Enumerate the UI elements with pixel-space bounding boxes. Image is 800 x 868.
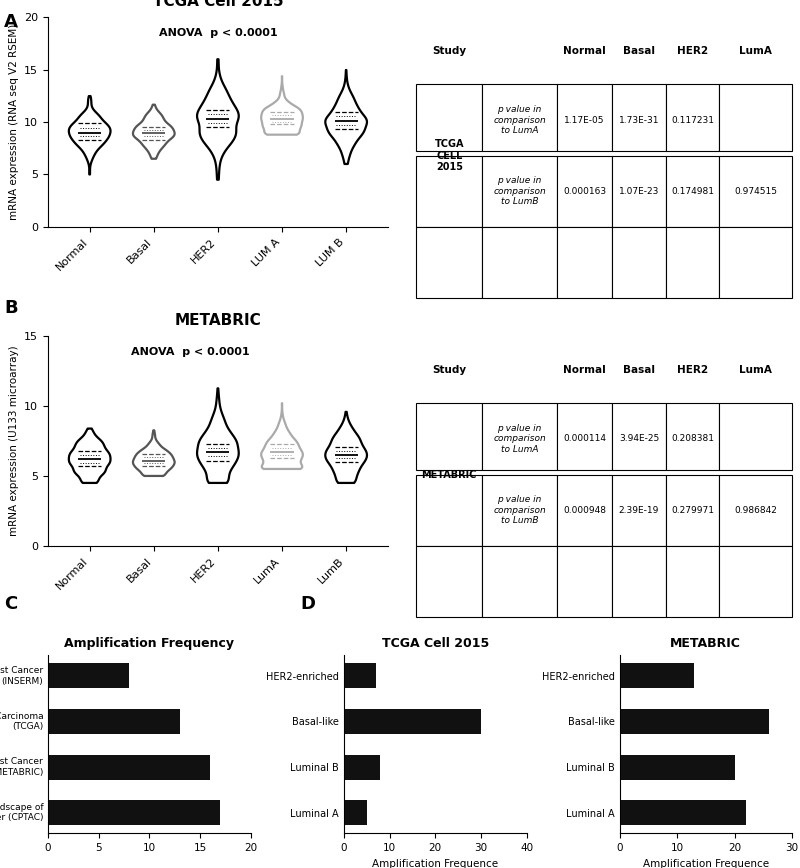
Text: B: B (4, 299, 18, 318)
Title: TCGA Cell 2015: TCGA Cell 2015 (382, 637, 489, 650)
Title: METABRIC: METABRIC (174, 313, 262, 328)
Text: Basal: Basal (623, 365, 655, 375)
Text: 0.000114: 0.000114 (563, 435, 606, 444)
Bar (666, 155, 718, 227)
Bar (558, 546, 612, 617)
Y-axis label: mRNA expression (RNA seq V2 RSEM): mRNA expression (RNA seq V2 RSEM) (9, 24, 18, 220)
Bar (718, 155, 792, 227)
Bar (344, 800, 366, 825)
Bar (48, 663, 129, 688)
Bar (482, 546, 558, 617)
Text: p value in
comparison
to LumB: p value in comparison to LumB (494, 176, 546, 206)
Text: p value in
comparison
to LumB: p value in comparison to LumB (494, 496, 546, 525)
Bar (718, 227, 792, 298)
Text: METABRIC: METABRIC (422, 470, 477, 479)
Y-axis label: mRNA expression (U133 microarray): mRNA expression (U133 microarray) (9, 345, 18, 536)
Text: 0.000948: 0.000948 (563, 506, 606, 515)
Bar (558, 227, 612, 298)
Text: Normal: Normal (563, 365, 606, 375)
Bar (417, 546, 482, 617)
Text: p value in
comparison
to LumA: p value in comparison to LumA (494, 105, 546, 135)
Bar (482, 155, 558, 227)
Title: Amplification Frequency: Amplification Frequency (65, 637, 234, 650)
Bar (417, 227, 482, 298)
Text: Normal: Normal (563, 46, 606, 56)
Text: 0.000163: 0.000163 (563, 187, 606, 195)
Bar (417, 475, 482, 546)
Bar (619, 800, 746, 825)
Bar (344, 709, 481, 734)
Bar (482, 227, 558, 298)
Bar (612, 84, 666, 151)
Bar (718, 546, 792, 617)
Text: 0.279971: 0.279971 (671, 506, 714, 515)
Bar (666, 227, 718, 298)
Bar (612, 155, 666, 227)
Text: Basal: Basal (623, 46, 655, 56)
Text: 0.174981: 0.174981 (671, 187, 714, 195)
Bar (48, 754, 210, 779)
Text: ANOVA  p < 0.0001: ANOVA p < 0.0001 (158, 28, 278, 38)
Bar (558, 404, 612, 470)
Bar (718, 475, 792, 546)
Bar (612, 475, 666, 546)
Bar (612, 227, 666, 298)
Bar (612, 404, 666, 470)
Bar (619, 754, 734, 779)
Bar (417, 155, 482, 227)
Text: HER2: HER2 (677, 46, 708, 56)
Text: p value in
comparison
to LumA: p value in comparison to LumA (494, 424, 546, 454)
Text: LumA: LumA (739, 365, 772, 375)
Bar (48, 800, 221, 825)
Text: 0.986842: 0.986842 (734, 506, 777, 515)
Text: TCGA
CELL
2015: TCGA CELL 2015 (434, 139, 464, 172)
Bar (482, 404, 558, 470)
Text: 0.974515: 0.974515 (734, 187, 777, 195)
Bar (417, 404, 482, 470)
Bar (666, 404, 718, 470)
Bar (417, 84, 482, 151)
Text: A: A (4, 13, 18, 31)
Text: Study: Study (432, 46, 466, 56)
Bar (482, 475, 558, 546)
Text: 1.17E-05: 1.17E-05 (564, 115, 605, 124)
Bar (718, 404, 792, 470)
Bar (619, 709, 769, 734)
Text: LumA: LumA (739, 46, 772, 56)
Title: METABRIC: METABRIC (670, 637, 742, 650)
Text: 3.94E-25: 3.94E-25 (619, 435, 659, 444)
Bar (482, 84, 558, 151)
Text: D: D (300, 595, 315, 613)
Text: ANOVA  p < 0.0001: ANOVA p < 0.0001 (131, 346, 250, 357)
Bar (344, 663, 376, 688)
Bar (558, 155, 612, 227)
Text: 1.07E-23: 1.07E-23 (618, 187, 659, 195)
Text: 2.39E-19: 2.39E-19 (618, 506, 659, 515)
X-axis label: Amplification Frequence: Amplification Frequence (372, 858, 498, 868)
Text: 1.73E-31: 1.73E-31 (618, 115, 659, 124)
Bar (558, 475, 612, 546)
Text: 0.208381: 0.208381 (671, 435, 714, 444)
Bar (612, 546, 666, 617)
Text: C: C (4, 595, 18, 613)
X-axis label: Amplification Frequence: Amplification Frequence (642, 858, 769, 868)
Bar (718, 84, 792, 151)
Bar (666, 84, 718, 151)
Bar (344, 754, 381, 779)
Text: HER2: HER2 (677, 365, 708, 375)
Bar (558, 84, 612, 151)
Bar (48, 709, 180, 734)
Bar (619, 663, 694, 688)
Text: Study: Study (432, 365, 466, 375)
Text: 0.117231: 0.117231 (671, 115, 714, 124)
Bar (666, 475, 718, 546)
Bar (666, 546, 718, 617)
Title: TCGA Cell 2015: TCGA Cell 2015 (153, 0, 283, 10)
